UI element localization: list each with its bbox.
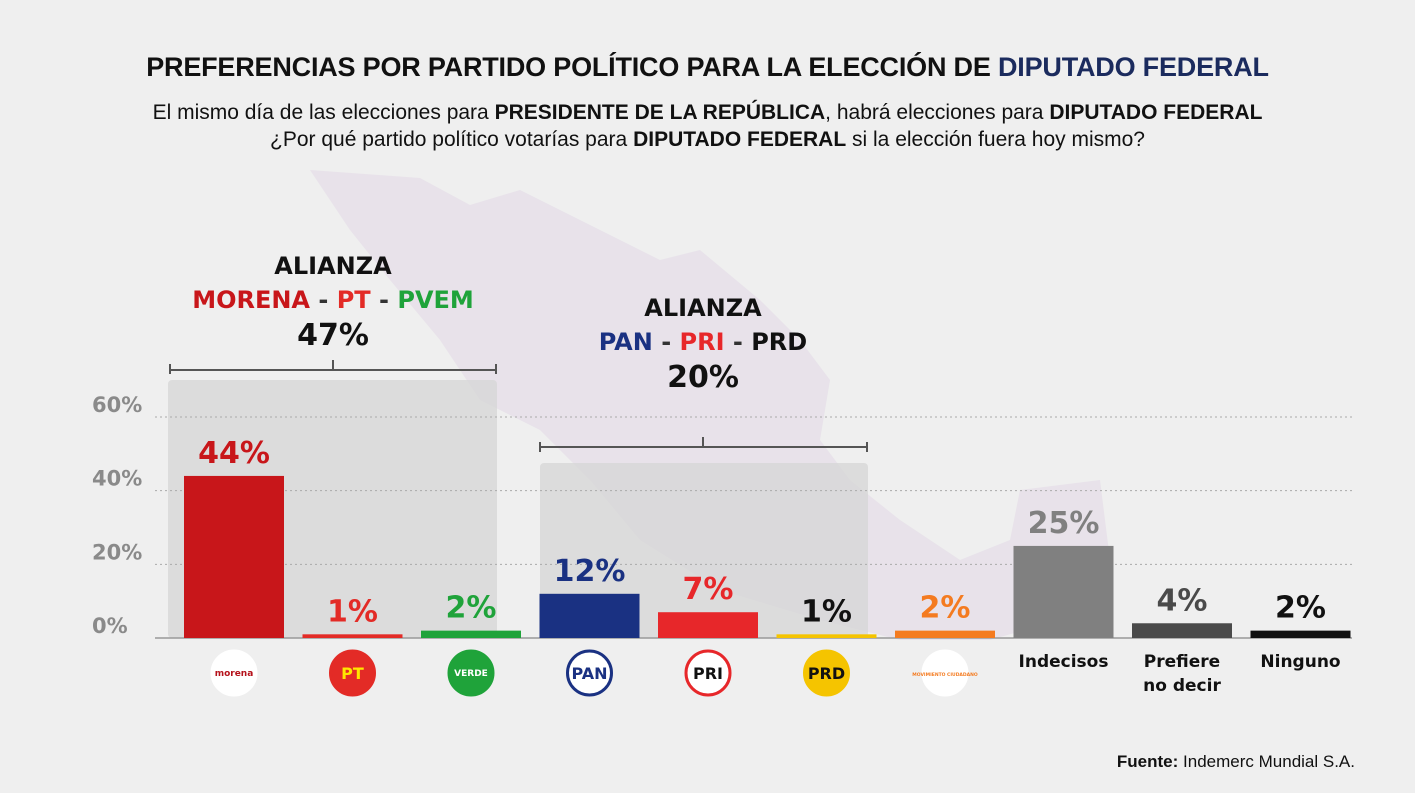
party-logo-circle xyxy=(329,649,376,697)
alliance-1-parties: MORENA - PT - PVEM xyxy=(170,286,496,314)
bracket-morena-alliance xyxy=(169,360,497,374)
alliance-pan-pri-prd: ALIANZA PAN - PRI - PRD 20% xyxy=(540,294,866,395)
data-label: 2% xyxy=(1275,591,1326,626)
chart-title: PREFERENCIAS POR PARTIDO POLÍTICO PARA L… xyxy=(0,52,1415,83)
y-tick-label: 40% xyxy=(92,467,142,491)
data-label: 12% xyxy=(554,554,626,589)
sub1-b: PRESIDENTE DE LA REPÚBLICA xyxy=(494,101,826,124)
bar-PT xyxy=(302,634,403,638)
source-footer: Fuente: Indemerc Mundial S.A. xyxy=(1117,752,1355,772)
party-logo-icon: PRD xyxy=(803,649,850,697)
alliance-1-label: ALIANZA xyxy=(274,252,392,280)
bar-PRD xyxy=(776,634,877,638)
alliance-2-dash-2: - xyxy=(732,328,743,356)
category-label: no decir xyxy=(1143,676,1221,696)
party-logo-text: PRI xyxy=(693,664,723,683)
party-logo-circle xyxy=(447,649,495,697)
data-label: 2% xyxy=(920,591,971,626)
alliance-1-party-1: MORENA xyxy=(192,286,311,314)
category-label: Prefiere xyxy=(1144,652,1220,672)
alliance-1-total: 47% xyxy=(297,318,369,353)
y-tick-label: 60% xyxy=(92,393,142,417)
sub1-c: , habrá elecciones para xyxy=(825,101,1044,124)
bar-morena xyxy=(184,475,284,638)
party-logo-circle xyxy=(803,649,850,697)
alliance-2-parties: PAN - PRI - PRD xyxy=(540,328,866,356)
y-tick-label: 0% xyxy=(92,614,128,638)
category-label: Indecisos xyxy=(1019,652,1109,672)
party-logo-text: PRD xyxy=(808,664,845,683)
party-logo-text: MOVIMIENTO CIUDADANO xyxy=(912,672,978,678)
title-main: PREFERENCIAS POR PARTIDO POLÍTICO PARA L… xyxy=(146,52,991,82)
sub2-b: DIPUTADO FEDERAL xyxy=(633,128,847,151)
data-label: 2% xyxy=(446,591,497,626)
party-logo-circle xyxy=(921,649,969,697)
alliance-1-party-2: PT xyxy=(336,286,371,314)
data-label: 7% xyxy=(683,572,734,607)
bar-Ninguno xyxy=(1250,630,1351,638)
sub1-a: El mismo día de las elecciones para xyxy=(152,101,489,124)
category-label: Ninguno xyxy=(1260,652,1340,672)
party-logo-circle xyxy=(684,649,732,697)
source-value: Indemerc Mundial S.A. xyxy=(1183,752,1355,771)
background-map xyxy=(310,170,1110,640)
sub2-a: ¿Por qué partido político votarías para xyxy=(270,128,628,151)
bar-Indecisos xyxy=(1013,545,1114,638)
source-label: Fuente: xyxy=(1116,752,1179,771)
sub2-c: si la elección fuera hoy mismo? xyxy=(852,128,1145,151)
alliance-1-dash-2: - xyxy=(379,286,389,314)
party-logo-text: VERDE xyxy=(454,669,488,679)
bar-VERDE xyxy=(421,630,521,638)
alliance-1-dash-1: - xyxy=(318,286,329,314)
party-logo-text: PAN xyxy=(571,664,607,683)
alliance-2-party-3: PRD xyxy=(751,328,808,356)
data-label: 44% xyxy=(198,436,270,471)
party-logo-circle xyxy=(566,649,613,697)
subtitle-line-1: El mismo día de las elecciones para PRES… xyxy=(0,101,1415,125)
party-logo-icon: PRI xyxy=(684,649,732,697)
party-logo-icon: morena xyxy=(210,649,258,697)
alliance-2-total: 20% xyxy=(667,360,739,395)
alliance-2-label: ALIANZA xyxy=(644,294,762,322)
alliance-2-party-1: PAN xyxy=(598,328,653,356)
alliance-2-dash-1: - xyxy=(661,328,672,356)
party-logo-text: morena xyxy=(215,669,254,679)
bar-Prefiere no decir xyxy=(1132,623,1232,638)
title-highlight: DIPUTADO FEDERAL xyxy=(997,52,1269,82)
data-label: 1% xyxy=(801,594,852,629)
party-logo-icon: PT xyxy=(329,649,376,697)
bracket-pan-alliance xyxy=(539,437,868,452)
alliance-morena-pt-pvem: ALIANZA MORENA - PT - PVEM 47% xyxy=(170,252,496,353)
bar-PAN xyxy=(539,593,640,638)
y-tick-label: 20% xyxy=(92,540,142,564)
sub1-d: DIPUTADO FEDERAL xyxy=(1049,101,1263,124)
alliance-1-party-3: PVEM xyxy=(397,286,474,314)
party-logo-icon: PAN xyxy=(566,649,613,697)
data-label: 25% xyxy=(1028,506,1100,541)
data-label: 4% xyxy=(1157,583,1208,618)
alliance-2-party-2: PRI xyxy=(679,328,725,356)
data-label: 1% xyxy=(327,594,378,629)
party-logo-icon: MOVIMIENTO CIUDADANO xyxy=(912,649,978,697)
bar-MOVIMIENTO CIUDADANO xyxy=(895,630,995,638)
bar-PRI xyxy=(658,612,758,638)
party-logo-circle xyxy=(210,649,258,697)
party-logo-icon: VERDE xyxy=(447,649,495,697)
subtitle-line-2: ¿Por qué partido político votarías para … xyxy=(0,128,1415,152)
party-logo-text: PT xyxy=(341,664,364,683)
